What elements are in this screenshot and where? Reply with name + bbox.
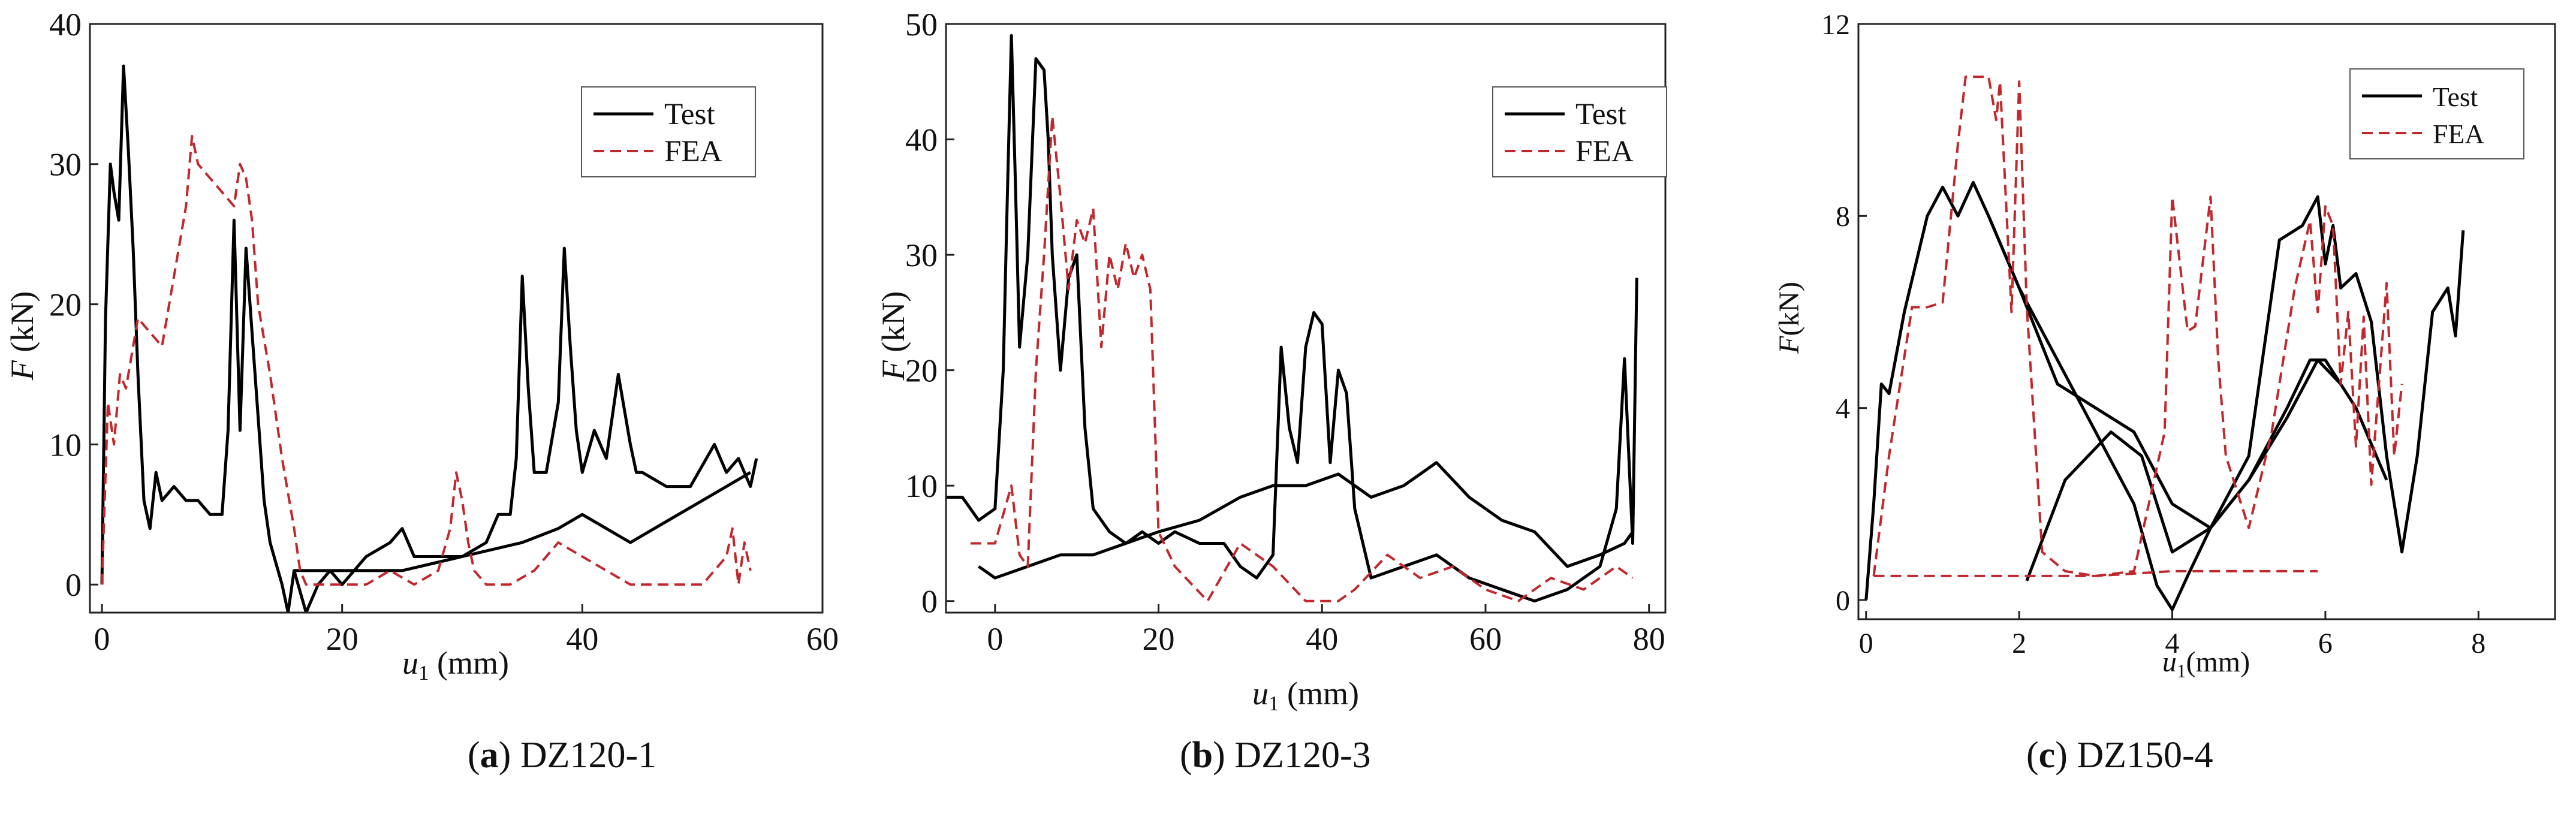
- x-tick-label: 6: [2318, 628, 2333, 659]
- legend-label-fea: FEA: [2433, 119, 2484, 149]
- x-axis-unit: (mm): [429, 645, 509, 681]
- x-tick-label: 60: [1469, 621, 1502, 657]
- x-tick-label: 20: [1143, 621, 1175, 657]
- y-axis-var: F: [1773, 336, 1805, 354]
- y-tick-label: 8: [1836, 201, 1850, 233]
- series-line-fea-2: [101, 135, 752, 586]
- y-tick-label: 10: [49, 427, 82, 463]
- legend-label-test: Test: [664, 97, 715, 131]
- series-line-test-1: [978, 461, 1634, 580]
- x-tick-label: 80: [1633, 621, 1665, 657]
- legend-label-fea: FEA: [1575, 134, 1634, 168]
- legend-label-test: Test: [1575, 97, 1626, 131]
- y-tick-label: 4: [1836, 393, 1850, 424]
- legend-box: [2349, 68, 2524, 159]
- plot-frame: [1857, 23, 2556, 620]
- series-line-fea-4: [1873, 569, 2318, 577]
- x-tick-label: 0: [94, 621, 110, 657]
- x-axis-var: u: [2162, 646, 2177, 678]
- x-tick-label: 2: [2012, 628, 2026, 659]
- y-tick-label: 30: [49, 147, 82, 183]
- legend-label-fea: FEA: [664, 134, 722, 168]
- x-axis-label: u1 (mm): [402, 645, 509, 685]
- series-line-test-0: [946, 34, 1638, 603]
- y-axis-unit: (kN): [4, 291, 40, 360]
- x-axis-sub: 1: [2177, 661, 2186, 682]
- x-tick-label: 40: [1306, 621, 1338, 657]
- y-tick-label: 12: [1821, 9, 1850, 41]
- series-line-test-1: [294, 471, 752, 572]
- x-tick-label: 40: [566, 621, 598, 657]
- y-tick-label: 40: [905, 122, 938, 158]
- y-tick-label: 0: [65, 567, 82, 603]
- y-axis-unit: (kN): [875, 291, 911, 360]
- legend-label-test: Test: [2433, 82, 2478, 112]
- series-line-test-0: [100, 64, 758, 613]
- x-axis-var: u: [1252, 676, 1269, 712]
- y-axis-unit: (kN): [1773, 282, 1805, 336]
- x-axis-unit: (mm): [1279, 676, 1359, 712]
- y-tick-label: 20: [49, 287, 82, 323]
- x-axis-sub: 1: [418, 661, 429, 685]
- caption-b: (b) DZ120-3: [1180, 735, 1371, 776]
- y-tick-label: 0: [1836, 585, 1850, 617]
- caption-c: (c) DZ150-4: [2026, 735, 2213, 776]
- y-axis-var: F: [875, 360, 911, 381]
- plot-frame: [945, 23, 1667, 614]
- y-tick-label: 40: [49, 7, 82, 43]
- x-tick-label: 0: [1859, 628, 1873, 659]
- y-tick-label: 30: [905, 237, 938, 273]
- x-axis-label: u1(mm): [2162, 646, 2250, 682]
- x-axis-unit: (mm): [2186, 646, 2250, 678]
- x-axis-var: u: [402, 645, 418, 681]
- plot-frame: [89, 23, 824, 614]
- x-tick-label: 0: [987, 621, 1003, 657]
- series-line-fea-2: [970, 115, 1634, 602]
- y-tick-label: 20: [905, 353, 938, 389]
- series-line-test-0: [1864, 180, 2465, 611]
- y-tick-label: 10: [905, 468, 938, 504]
- legend-box: [1492, 86, 1667, 177]
- y-axis-label: F(kN): [1773, 282, 1805, 354]
- x-axis-sub: 1: [1269, 692, 1279, 715]
- caption-a: (a) DZ120-1: [468, 735, 657, 776]
- legend-box: [581, 86, 756, 177]
- x-tick-label: 20: [326, 621, 358, 657]
- series-line-fea-3: [1872, 76, 2403, 577]
- y-tick-label: 0: [921, 584, 938, 620]
- y-tick-label: 50: [905, 7, 938, 43]
- x-axis-label: u1 (mm): [1252, 676, 1359, 715]
- y-axis-var: F: [4, 360, 40, 381]
- chart-c: 0 2 4 6 8 0 4 8 12 u1(mm) F(kN) Test FEA: [1773, 9, 2556, 682]
- x-tick-label: 4: [2165, 628, 2180, 659]
- legend: Test FEA: [2349, 68, 2524, 159]
- series-line-test-2: [2025, 358, 2342, 581]
- x-tick-label: 60: [806, 621, 839, 657]
- x-tick-label: 8: [2471, 628, 2485, 659]
- y-axis-label: F (kN): [875, 291, 911, 381]
- y-axis-label: F (kN): [4, 291, 40, 381]
